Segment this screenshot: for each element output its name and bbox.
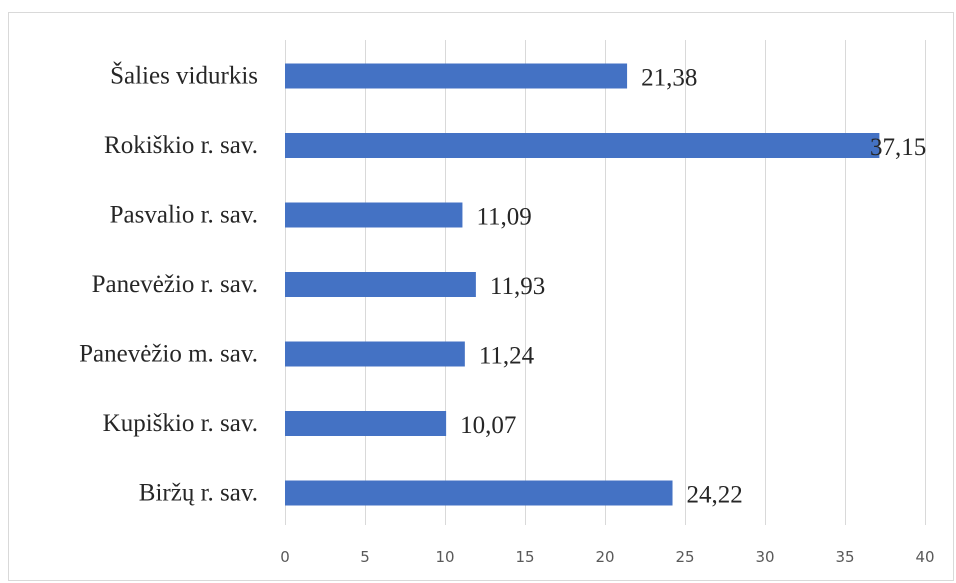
bar [285, 341, 465, 367]
x-tick-label: 40 [915, 548, 934, 566]
x-tick-label: 20 [595, 548, 614, 566]
x-tick-label: 0 [280, 548, 290, 566]
category-label: Panevėžio r. sav. [92, 271, 258, 298]
x-tick-label: 5 [360, 548, 370, 566]
bar [285, 133, 880, 158]
x-tick-label: 15 [515, 548, 534, 566]
data-label: 11,93 [490, 273, 545, 300]
x-axis-tick-labels: 0 5 10 15 20 25 30 35 40 [280, 548, 934, 566]
data-labels: 21,38 37,15 11,09 11,93 11,24 10,07 24,22 [460, 65, 926, 509]
bar [285, 202, 463, 228]
x-tick-label: 35 [835, 548, 854, 566]
category-label: Šalies vidurkis [110, 61, 258, 90]
bar [285, 411, 447, 436]
gridlines [285, 40, 926, 525]
category-label: Biržų r. sav. [139, 480, 258, 507]
x-tick-label: 30 [755, 548, 774, 566]
category-label: Pasvalio r. sav. [110, 202, 258, 229]
x-tick-label: 10 [435, 548, 454, 566]
category-labels: Šalies vidurkis Rokiškio r. sav. Pasvalio … [79, 61, 258, 507]
bar [285, 272, 476, 297]
bars [285, 63, 880, 506]
data-label: 37,15 [870, 134, 926, 161]
bar [285, 63, 628, 89]
data-label: 24,22 [687, 482, 743, 509]
bar [285, 480, 673, 506]
data-label: 11,09 [476, 204, 531, 231]
category-label: Kupiškio r. sav. [103, 410, 258, 437]
data-label: 11,24 [479, 343, 535, 370]
data-label: 10,07 [460, 412, 516, 439]
x-tick-label: 25 [675, 548, 694, 566]
data-label: 21,38 [641, 65, 697, 92]
category-label: Rokiškio r. sav. [104, 132, 258, 159]
category-label: Panevėžio m. sav. [79, 341, 258, 368]
